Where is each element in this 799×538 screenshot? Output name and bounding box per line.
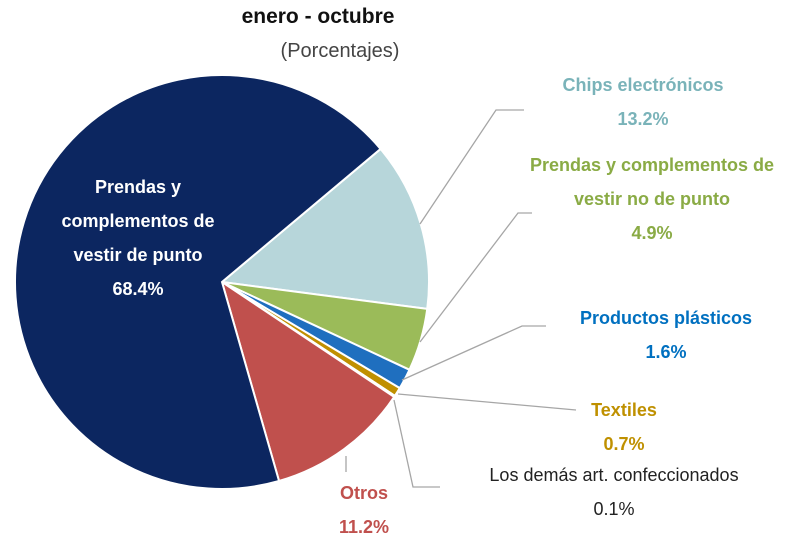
- slice-label: Otros 11.2%: [284, 476, 444, 538]
- slice-label: Chips electrónicos 13.2%: [513, 68, 773, 136]
- pie-slice: [14, 74, 382, 490]
- slice-label: Productos plásticos 1.6%: [536, 301, 796, 369]
- slice-name: Textiles: [591, 400, 657, 420]
- leader-line: [401, 325, 546, 381]
- leader-line: [397, 393, 577, 411]
- slice-name: Productos plásticos: [579, 308, 753, 328]
- slice-value: 11.2%: [338, 517, 390, 537]
- leader-line: [419, 212, 532, 343]
- chart-title: enero - octubre: [241, 5, 395, 28]
- slice-value: 1.6%: [645, 342, 687, 362]
- slice-name: Los demás art. confeccionados: [489, 465, 739, 485]
- slice-label: Los demás art. confeccionados 0.1%: [444, 458, 784, 526]
- slice-value: 0.1%: [593, 499, 635, 519]
- slice-label: Textiles 0.7%: [524, 393, 724, 461]
- slice-name: Prendas y complementos de vestir no de p…: [529, 155, 775, 209]
- slice-value: 68.4%: [112, 279, 164, 299]
- leader-line: [419, 109, 524, 225]
- slice-label: Prendas y complementos de vestir de punt…: [53, 170, 223, 306]
- slice-value: 13.2%: [617, 109, 669, 129]
- slice-value: 4.9%: [631, 223, 673, 243]
- slice-label: Prendas y complementos de vestir no de p…: [522, 148, 782, 250]
- slice-name: Otros: [339, 483, 388, 503]
- slice-name: Chips electrónicos: [562, 75, 724, 95]
- leader-line: [393, 399, 440, 488]
- slice-value: 0.7%: [603, 434, 645, 454]
- slice-name: Prendas y complementos de vestir de punt…: [61, 177, 215, 265]
- chart-subtitle: (Porcentajes): [280, 40, 400, 62]
